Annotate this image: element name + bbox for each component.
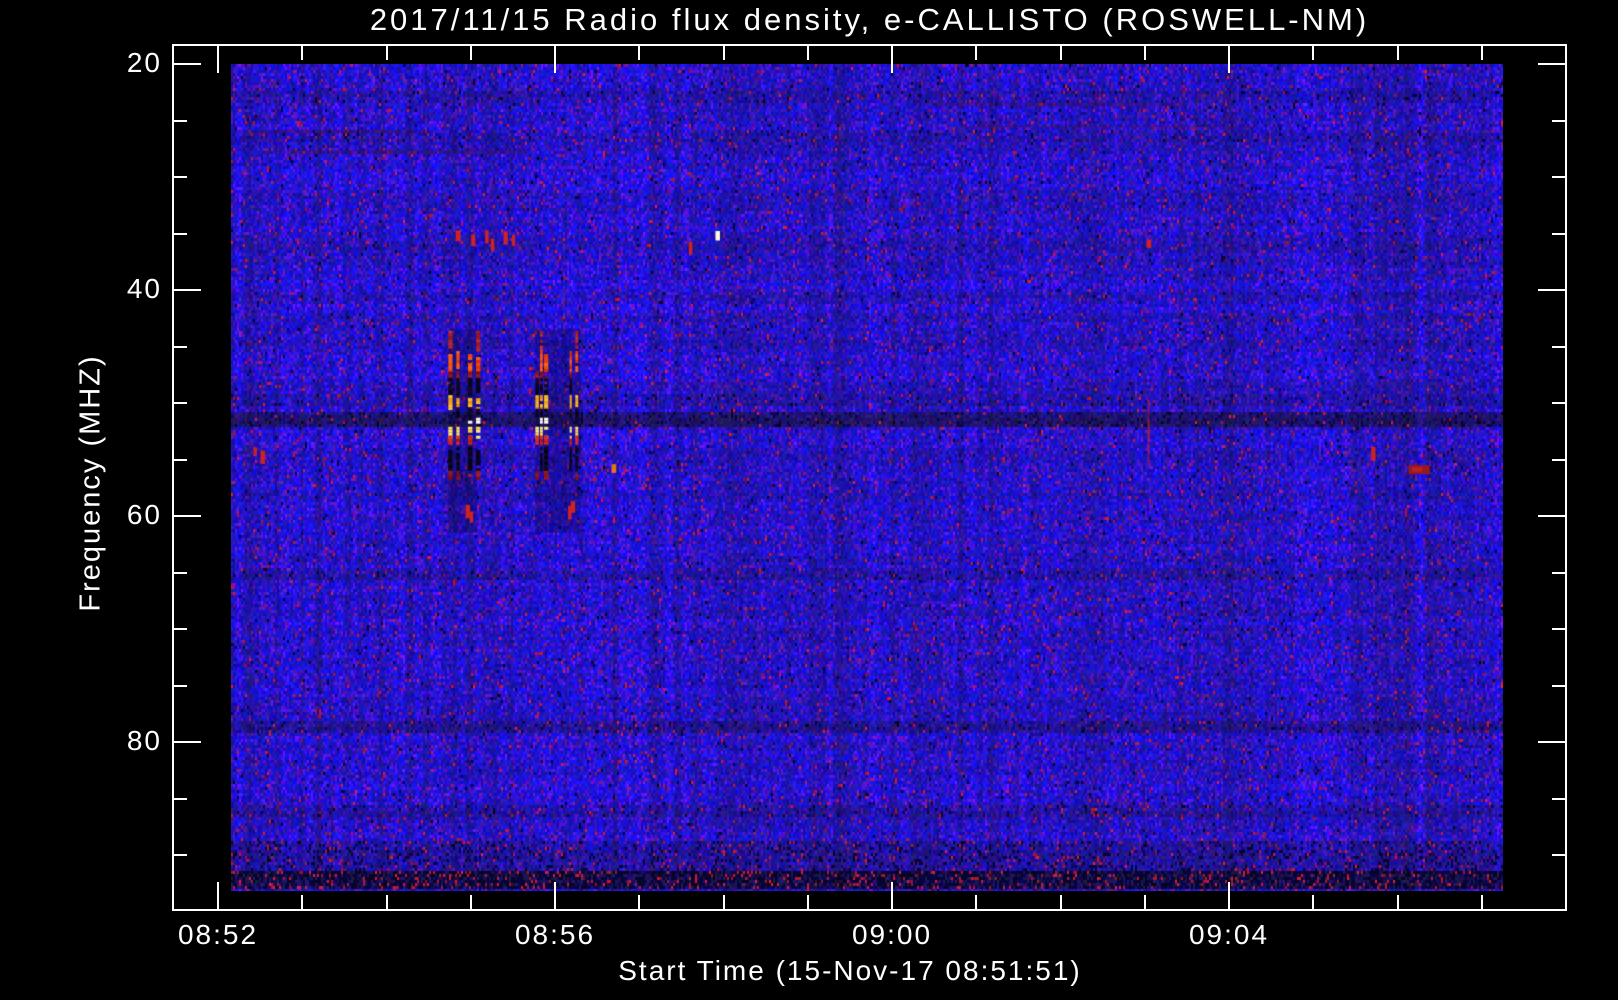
axis-tick <box>1552 685 1565 687</box>
axis-tick <box>1552 798 1565 800</box>
axis-tick <box>554 46 556 73</box>
axis-tick <box>174 854 187 856</box>
axis-tick <box>174 798 187 800</box>
axis-tick <box>174 628 187 630</box>
axis-tick <box>1481 895 1483 909</box>
axis-tick <box>638 46 640 60</box>
axis-tick <box>1397 46 1399 60</box>
axis-tick <box>975 46 977 60</box>
x-tick-label: 08:56 <box>514 919 596 950</box>
axis-tick <box>174 741 201 743</box>
axis-tick <box>1552 628 1565 630</box>
axis-tick <box>1552 459 1565 461</box>
axis-tick <box>1397 895 1399 909</box>
axis-tick <box>1552 854 1565 856</box>
axis-tick <box>217 46 219 73</box>
y-tick-label: 80 <box>126 725 162 756</box>
axis-tick <box>470 46 472 60</box>
axis-tick <box>891 46 893 73</box>
axis-tick <box>1538 289 1565 291</box>
axis-tick <box>386 895 388 909</box>
axis-tick <box>1312 46 1314 60</box>
axis-tick <box>217 882 219 909</box>
y-tick-label: 40 <box>126 273 162 304</box>
axis-tick <box>723 895 725 909</box>
axis-tick <box>1312 895 1314 909</box>
axis-tick <box>174 176 187 178</box>
axis-tick <box>1060 46 1062 60</box>
x-tick-label: 09:00 <box>851 919 933 950</box>
x-tick-label: 08:52 <box>177 919 259 950</box>
chart-title: 2017/11/15 Radio flux density, e-CALLIST… <box>369 2 1370 37</box>
axis-tick <box>1552 120 1565 122</box>
x-tick-label: 09:04 <box>1188 919 1270 950</box>
axis-tick <box>174 63 201 65</box>
axis-tick <box>1144 46 1146 60</box>
axis-tick <box>470 895 472 909</box>
axis-tick <box>1538 741 1565 743</box>
y-axis-title: Frequency (MHZ) <box>74 354 107 612</box>
axis-tick <box>1144 895 1146 909</box>
axis-tick <box>1228 882 1230 909</box>
axis-tick <box>1552 176 1565 178</box>
axis-tick <box>174 515 201 517</box>
axis-tick <box>174 289 201 291</box>
axis-tick <box>1538 63 1565 65</box>
axis-tick <box>174 459 187 461</box>
axis-tick <box>807 46 809 60</box>
axis-tick <box>891 882 893 909</box>
axis-tick <box>174 233 187 235</box>
axis-tick <box>723 46 725 60</box>
spectrogram-canvas <box>231 64 1503 891</box>
axis-tick <box>301 895 303 909</box>
axis-tick <box>174 572 187 574</box>
axis-tick <box>386 46 388 60</box>
axis-tick <box>1481 46 1483 60</box>
x-axis-title: Start Time (15-Nov-17 08:51:51) <box>618 955 1082 986</box>
axis-tick <box>975 895 977 909</box>
axis-tick <box>1538 515 1565 517</box>
axis-tick <box>301 46 303 60</box>
axis-tick <box>174 402 187 404</box>
axis-tick <box>1552 402 1565 404</box>
axis-tick <box>1228 46 1230 73</box>
axis-tick <box>1552 233 1565 235</box>
axis-tick <box>1552 346 1565 348</box>
axis-tick <box>638 895 640 909</box>
axis-tick <box>174 346 187 348</box>
axis-tick <box>1060 895 1062 909</box>
axis-tick <box>554 882 556 909</box>
axis-tick <box>174 685 187 687</box>
axis-tick <box>174 120 187 122</box>
y-tick-label: 20 <box>126 47 162 78</box>
axis-tick <box>807 895 809 909</box>
y-tick-label: 60 <box>126 499 162 530</box>
axis-tick <box>1552 572 1565 574</box>
